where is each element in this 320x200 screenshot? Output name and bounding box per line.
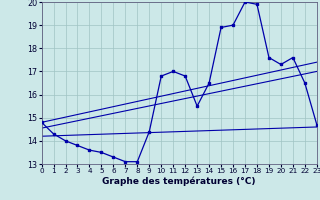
X-axis label: Graphe des températures (°C): Graphe des températures (°C) [102, 177, 256, 186]
